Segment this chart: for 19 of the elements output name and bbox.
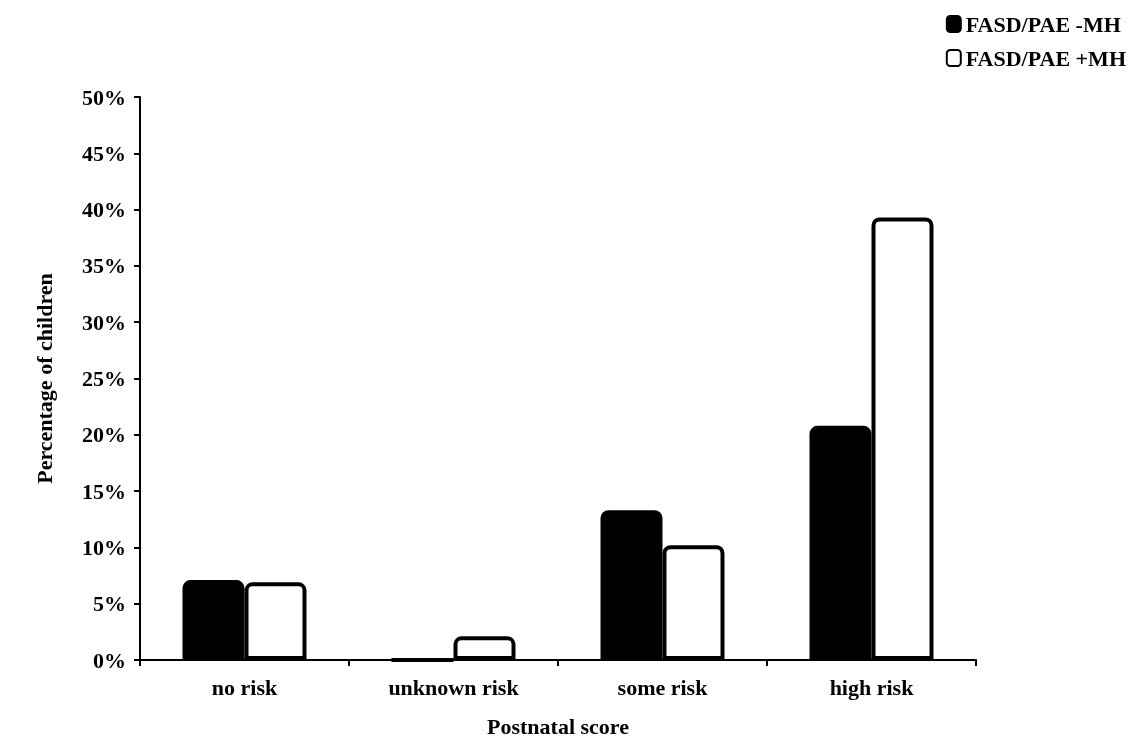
y-tick-label: 35% xyxy=(82,253,126,279)
y-tick-label: 30% xyxy=(82,309,126,335)
legend-label: FASD/PAE +MH xyxy=(965,45,1127,71)
x-tick-label: no risk xyxy=(211,674,278,700)
y-tick-label: 20% xyxy=(82,422,126,448)
y-tick-label: 0% xyxy=(93,647,126,673)
x-tick-label: high risk xyxy=(829,674,915,700)
y-tick-label: 45% xyxy=(82,140,126,166)
y-axis-title: Percentage of children xyxy=(31,273,57,484)
legend-label: FASD/PAE -MH xyxy=(965,11,1121,37)
x-tick-label: some risk xyxy=(617,674,709,700)
y-tick-label: 5% xyxy=(93,591,126,617)
y-tick-label: 50% xyxy=(82,84,126,110)
y-tick-label: 40% xyxy=(82,197,126,223)
y-tick-label: 25% xyxy=(82,366,126,391)
x-axis-title: Postnatal score xyxy=(487,713,630,739)
x-tick-label: unknown risk xyxy=(388,674,520,700)
y-tick-label: 10% xyxy=(82,534,126,560)
y-tick-label: 15% xyxy=(82,478,126,504)
